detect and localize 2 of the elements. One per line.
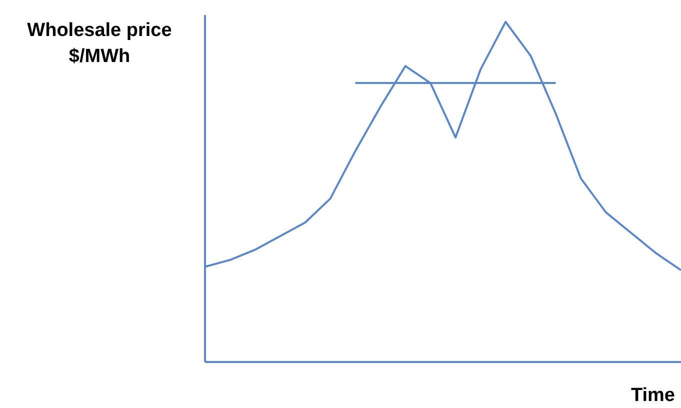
x-axis-title: Time (630, 385, 675, 407)
y-axis-title: Wholesale price $/MWh (26, 19, 173, 69)
